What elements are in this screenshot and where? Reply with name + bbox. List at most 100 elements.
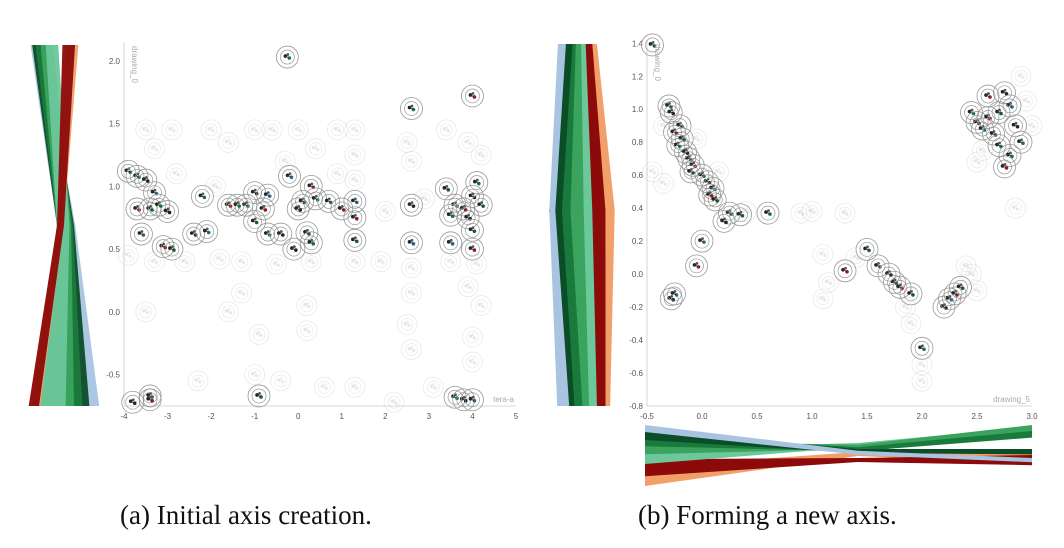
atom-mark xyxy=(1022,98,1027,102)
bond-mark xyxy=(304,329,310,333)
point-halo xyxy=(976,106,1000,129)
atom-mark xyxy=(468,141,472,146)
point-ring xyxy=(837,263,853,279)
bond-mark xyxy=(980,127,985,131)
point-halo xyxy=(343,206,367,230)
point-halo xyxy=(343,228,367,252)
point-ring xyxy=(331,123,344,137)
point-ring xyxy=(959,259,973,273)
point-halo xyxy=(251,197,275,221)
point-halo xyxy=(653,173,674,194)
point xyxy=(1009,130,1033,154)
y-tick-label: -0.4 xyxy=(629,336,643,345)
point-halo xyxy=(117,244,139,266)
atom-mark xyxy=(218,255,222,259)
faded-point xyxy=(296,320,318,342)
atom-mark xyxy=(921,377,924,381)
bond-mark xyxy=(126,169,131,173)
point-ring xyxy=(291,123,305,137)
atom-mark xyxy=(385,210,390,215)
bond-mark xyxy=(892,280,897,284)
point-halo xyxy=(401,257,422,279)
atom-mark xyxy=(910,289,913,293)
faded-point xyxy=(200,119,222,141)
atom-mark xyxy=(477,152,481,156)
atom-mark xyxy=(407,323,411,328)
x-tick-label: -1 xyxy=(251,412,259,421)
point xyxy=(703,188,727,212)
atom-mark xyxy=(285,160,289,165)
y-tick-label: -0.8 xyxy=(629,402,643,411)
atom-mark xyxy=(467,213,470,217)
atom-mark xyxy=(1020,138,1023,142)
atom-mark xyxy=(355,386,359,390)
atom-mark xyxy=(220,258,224,262)
point-ring xyxy=(348,380,362,394)
point-ring xyxy=(304,255,318,268)
bond-mark xyxy=(391,400,397,404)
point-ring xyxy=(689,258,704,274)
point xyxy=(899,282,923,306)
atom-mark xyxy=(845,270,849,274)
atom-mark xyxy=(266,191,270,195)
atom-mark xyxy=(894,281,899,286)
atom-mark xyxy=(320,384,325,388)
atom-mark xyxy=(294,127,299,131)
atom-mark xyxy=(228,311,233,315)
faded-point xyxy=(462,351,483,373)
point-ring xyxy=(915,374,929,388)
bond-mark xyxy=(974,160,980,164)
point-halo xyxy=(266,253,287,275)
bond-mark xyxy=(352,238,358,242)
atom-mark xyxy=(471,333,475,336)
atom-mark xyxy=(336,169,340,173)
point-halo xyxy=(698,183,722,207)
bond-mark xyxy=(278,232,283,236)
atom-mark xyxy=(982,149,987,154)
atom-mark xyxy=(281,380,285,384)
bond-mark xyxy=(256,333,262,336)
atom-mark xyxy=(227,307,231,311)
atom-mark xyxy=(390,399,394,404)
x-axis-label: tera-a xyxy=(493,395,514,404)
point-ring xyxy=(465,222,480,238)
faded-point xyxy=(344,251,366,273)
atom-mark xyxy=(471,226,475,230)
bond-mark xyxy=(165,210,170,213)
point-ring xyxy=(347,194,363,209)
atom-mark xyxy=(141,309,146,313)
atom-mark xyxy=(918,361,922,366)
atom-mark xyxy=(381,208,386,213)
point-ring xyxy=(347,233,363,248)
bond-mark xyxy=(448,213,453,217)
bond-mark xyxy=(478,203,484,207)
atom-mark xyxy=(481,304,485,309)
faded-point xyxy=(790,202,812,224)
atom-mark xyxy=(315,147,320,152)
atom-mark xyxy=(253,370,257,374)
atom-mark xyxy=(1009,151,1012,155)
atom-mark xyxy=(717,167,721,171)
bond-mark xyxy=(941,305,947,309)
point-ring xyxy=(400,318,414,331)
bond-mark xyxy=(826,280,831,284)
atom-mark xyxy=(472,398,477,403)
faded-point xyxy=(812,288,834,310)
atom-mark xyxy=(480,201,484,205)
atom-mark xyxy=(819,251,823,256)
point-halo xyxy=(327,119,348,141)
point-halo xyxy=(370,251,392,273)
point xyxy=(976,84,1000,108)
bond-mark xyxy=(694,264,699,268)
atom-mark xyxy=(355,239,359,244)
x-tick-label: 2.5 xyxy=(971,412,983,421)
atom-mark xyxy=(307,231,311,236)
atom-mark xyxy=(258,392,261,395)
atom-mark xyxy=(970,270,974,274)
faded-point xyxy=(900,313,922,334)
faded-point xyxy=(1010,65,1032,87)
point-ring xyxy=(991,105,1007,120)
faded-point xyxy=(144,138,165,160)
bond-mark xyxy=(1029,124,1035,128)
point xyxy=(998,94,1022,118)
